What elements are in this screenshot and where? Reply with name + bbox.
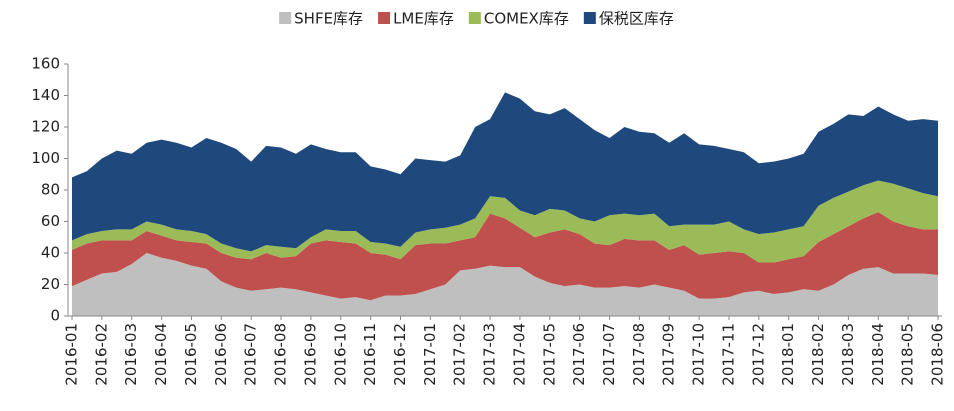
x-tick-label: 2016-08	[272, 323, 290, 386]
x-tick-label: 2018-05	[899, 323, 917, 386]
x-tick-label: 2017-02	[451, 323, 469, 386]
x-tick-label: 2018-03	[839, 323, 857, 386]
x-tick-label: 2016-02	[92, 323, 110, 386]
y-tick-label: 0	[50, 307, 60, 325]
x-tick-label: 2016-01	[63, 323, 81, 386]
area	[72, 253, 938, 316]
x-tick-label: 2017-04	[510, 323, 528, 386]
x-tick-label: 2016-07	[242, 323, 260, 386]
x-tick-label: 2017-03	[481, 323, 499, 386]
x-tick-label: 2016-10	[331, 323, 349, 386]
x-tick-label: 2018-04	[869, 323, 887, 386]
x-tick-label: 2016-05	[182, 323, 200, 386]
x-tick-label: 2017-10	[690, 323, 708, 386]
legend-label: LME库存	[393, 10, 454, 28]
x-tick-label: 2016-04	[152, 323, 170, 386]
x-tick-label: 2017-12	[749, 323, 767, 386]
x-tick-label: 2018-06	[929, 323, 947, 386]
x-tick-label: 2017-05	[540, 323, 558, 386]
y-tick-label: 100	[31, 149, 60, 167]
x-tick-label: 2017-11	[719, 323, 737, 386]
x-tick-label: 2016-12	[391, 323, 409, 386]
legend-marker	[468, 12, 481, 24]
legend-label: COMEX库存	[484, 10, 569, 28]
y-tick-label: 20	[41, 275, 60, 293]
x-tick-label: 2016-09	[301, 323, 319, 386]
x-tick-label: 2017-08	[630, 323, 648, 386]
legend-label: 保税区库存	[599, 10, 674, 28]
x-tick-label: 2016-06	[212, 323, 230, 386]
x-tick-label: 2017-09	[660, 323, 678, 386]
area	[72, 92, 938, 252]
y-tick-label: 140	[31, 86, 60, 104]
y-tick-label: 60	[41, 212, 60, 230]
legend-marker	[378, 12, 391, 24]
x-tick-label: 2018-01	[779, 323, 797, 386]
x-tick-label: 2016-11	[361, 323, 379, 386]
x-tick-label: 2018-02	[809, 323, 827, 386]
y-tick-label: 80	[41, 181, 60, 199]
y-tick-label: 120	[31, 118, 60, 136]
area	[72, 180, 938, 263]
legend-marker	[279, 12, 292, 24]
x-tick-label: 2017-01	[421, 323, 439, 386]
y-tick-label: 40	[41, 244, 60, 262]
x-tick-label: 2017-06	[570, 323, 588, 386]
y-tick-label: 160	[31, 55, 60, 73]
legend-marker	[583, 12, 596, 24]
legend-label: SHFE库存	[294, 10, 363, 28]
x-tick-label: 2016-03	[122, 323, 140, 386]
area	[72, 212, 938, 301]
x-tick-label: 2017-07	[600, 323, 618, 386]
